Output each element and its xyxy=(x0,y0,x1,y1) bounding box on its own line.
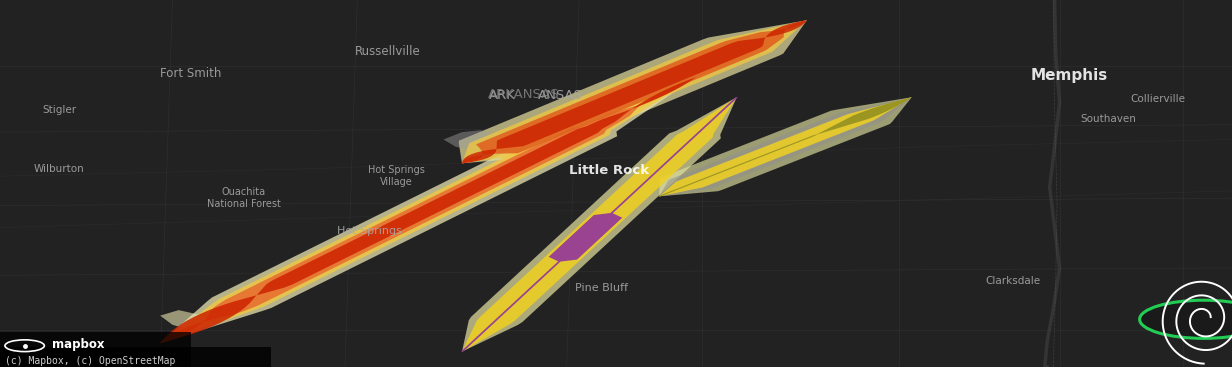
Text: Stigler: Stigler xyxy=(42,105,76,115)
Polygon shape xyxy=(461,97,738,352)
Text: ANSAS: ANSAS xyxy=(538,89,583,102)
Text: Pine Bluff: Pine Bluff xyxy=(574,283,628,293)
Text: mapbox: mapbox xyxy=(52,338,105,352)
Polygon shape xyxy=(659,97,912,196)
Polygon shape xyxy=(462,97,737,352)
Polygon shape xyxy=(160,310,216,330)
Bar xyxy=(0,347,271,367)
Text: Memphis: Memphis xyxy=(1031,68,1108,83)
Text: ARKANSAS: ARKANSAS xyxy=(488,88,559,101)
Text: ARK: ARK xyxy=(489,89,516,102)
Text: Clarksdale: Clarksdale xyxy=(986,276,1040,286)
Text: Ouachita
National Forest: Ouachita National Forest xyxy=(207,188,281,209)
Text: (c) Mapbox, (c) OpenStreetMap: (c) Mapbox, (c) OpenStreetMap xyxy=(5,356,175,367)
Text: Wilburton: Wilburton xyxy=(33,164,85,174)
Polygon shape xyxy=(458,20,807,163)
Polygon shape xyxy=(462,20,807,163)
Text: Collierville: Collierville xyxy=(1131,94,1185,104)
Text: Russellville: Russellville xyxy=(355,45,421,58)
Circle shape xyxy=(1140,300,1232,338)
Text: Southaven: Southaven xyxy=(1080,114,1137,124)
Polygon shape xyxy=(658,97,912,197)
Polygon shape xyxy=(160,77,696,343)
Polygon shape xyxy=(659,97,912,196)
Bar xyxy=(0,332,191,367)
Text: Hot Springs
Village: Hot Springs Village xyxy=(368,166,425,187)
Polygon shape xyxy=(160,77,696,343)
Text: Little Rock: Little Rock xyxy=(568,164,649,177)
Text: Hot Springs: Hot Springs xyxy=(338,226,402,236)
Polygon shape xyxy=(462,20,807,163)
Polygon shape xyxy=(160,77,696,343)
Polygon shape xyxy=(160,77,696,343)
Polygon shape xyxy=(659,97,912,196)
Text: Fort Smith: Fort Smith xyxy=(160,67,222,80)
Polygon shape xyxy=(462,97,737,352)
Polygon shape xyxy=(444,130,511,158)
Polygon shape xyxy=(462,20,807,163)
